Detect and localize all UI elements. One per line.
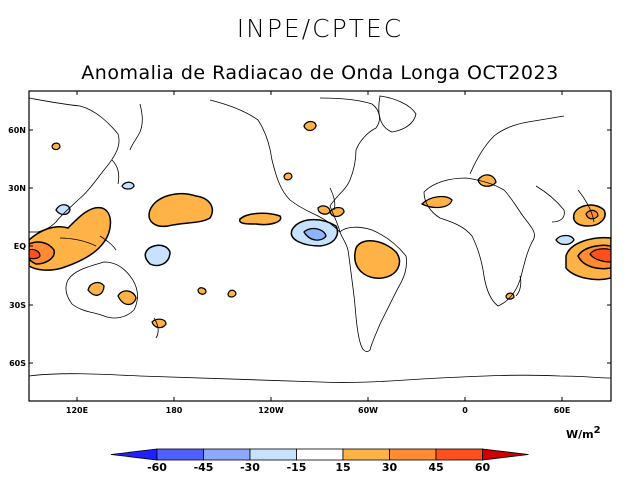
positive-anomaly-mediterranean [477, 174, 497, 187]
positive-anomaly-west-africa [420, 195, 453, 209]
positive-anomaly-gulf-mexico [317, 205, 331, 215]
longitude-ticks [76, 91, 563, 401]
colorbar-segment [296, 448, 344, 461]
positive-anomaly-australia-east [117, 290, 137, 306]
colorbar-arrow-right [482, 448, 529, 461]
coastline-florida [329, 187, 336, 211]
colorbar-tick-label: -30 [240, 461, 260, 474]
colorbar-tick-label: -45 [194, 461, 214, 474]
colorbar-tick-label: 15 [335, 461, 350, 474]
positive-anomaly-north-pacific-japan [51, 142, 61, 151]
coastline-europe [469, 115, 565, 175]
lat-label-30n: 30N [8, 184, 26, 193]
coastline-south-america [339, 226, 407, 352]
colorbar-segment [389, 448, 437, 461]
colorbar-labels: -60 -45 -30 -15 15 30 45 60 [147, 461, 490, 474]
coastlines [29, 95, 611, 383]
lat-label-60n: 60N [8, 126, 26, 135]
coastline-japan [111, 159, 120, 185]
colorbar-tick-label: 60 [475, 461, 491, 474]
coastline-australia [65, 261, 138, 319]
colorbar-tick-label: 30 [382, 461, 398, 474]
colorbar-arrow-left [110, 448, 158, 461]
positive-anomaly-mexico [283, 172, 293, 181]
coastline-india [577, 189, 595, 223]
negative-anomaly-west-pacific [55, 204, 71, 216]
latitude-ticks [29, 129, 611, 364]
positive-anomaly-south-africa [505, 292, 515, 300]
negative-anomaly-equatorial-pacific [144, 244, 171, 267]
coastline-eurasia-east [29, 97, 120, 233]
lat-label-60s: 60S [9, 359, 26, 368]
coastline-arabia [535, 185, 565, 223]
colorbar-units: W/m2 [566, 425, 601, 441]
coastline-africa [423, 177, 535, 307]
negative-anomaly-east-pacific-core [303, 227, 327, 241]
negative-anomaly-japan [121, 181, 135, 190]
colorbar-tick-label: 45 [428, 461, 443, 474]
units-exponent: 2 [593, 425, 601, 436]
positive-anomaly-australia-west [87, 281, 105, 296]
coastline-kamchatka [129, 103, 143, 151]
lat-label-eq: EQ [14, 242, 26, 251]
lon-label-60w: 60W [358, 406, 378, 415]
positive-anomaly-east-pacific [238, 212, 282, 226]
coastline-antarctica [29, 373, 611, 383]
positive-anomaly-indian-ocean-peak [589, 248, 611, 263]
coastline-indonesia [59, 235, 117, 251]
positive-anomaly-indonesia-peak [29, 248, 41, 260]
positive-anomaly-south-pacific-2 [197, 287, 207, 295]
coastline-new-zealand [153, 317, 159, 339]
map-title: Anomalia de Radiacao de Onda Longa OCT20… [81, 62, 559, 84]
coastline-north-america [209, 97, 380, 234]
lon-label-60e: 60E [554, 406, 571, 415]
lat-label-30s: 30S [9, 301, 26, 310]
positive-anomaly-north-atlantic [303, 120, 317, 132]
negative-anomaly-indian-ocean [555, 234, 575, 246]
lon-label-180: 180 [166, 406, 183, 415]
lon-label-0: 0 [462, 406, 468, 415]
colorbar-tick-label: -15 [287, 461, 307, 474]
lon-label-120e: 120E [66, 406, 88, 415]
positive-anomaly-amazon [354, 240, 401, 279]
lon-label-120w: 120W [258, 406, 284, 415]
colorbar-tick-label: -60 [147, 461, 167, 474]
colorbar-segment [203, 448, 251, 461]
anomaly-fields [29, 120, 611, 329]
positive-anomaly-central-pacific [148, 192, 214, 228]
colorbar-segment [249, 448, 297, 461]
coastline-greenland [378, 95, 417, 133]
coastline-madagascar [515, 275, 522, 297]
colorbar-segment [156, 448, 204, 461]
units-base: W/m [566, 428, 594, 441]
organization-title: INPE/CPTEC [236, 14, 404, 43]
colorbar-segments [110, 448, 529, 461]
colorbar-segment [435, 448, 483, 461]
colorbar-segment [342, 448, 390, 461]
positive-anomaly-south-pacific-3 [227, 289, 237, 298]
